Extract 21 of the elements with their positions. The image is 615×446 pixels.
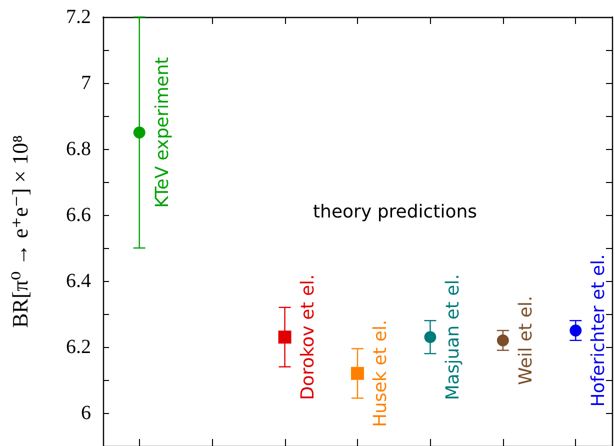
text: Dorokov et el. xyxy=(297,274,318,400)
y-tick-label: 7 xyxy=(81,72,91,94)
text: Masjuan et el. xyxy=(442,274,464,400)
point xyxy=(496,334,509,346)
point xyxy=(424,331,436,344)
y-tick-label: 6.6 xyxy=(66,204,91,226)
y-axis-title: BR[π⁰ → e⁺e⁻] × 10⁸ xyxy=(8,135,32,328)
y-tick-label: 6.4 xyxy=(66,270,91,292)
text: Weil et el. xyxy=(515,296,536,385)
point xyxy=(133,126,146,138)
y-tick-label: 6 xyxy=(81,402,91,424)
text: Husek et el. xyxy=(370,320,391,427)
y-tick-label: 7.2 xyxy=(66,6,91,28)
y-tick-label: 6.8 xyxy=(66,138,91,160)
point xyxy=(351,366,364,380)
y-tick-label: 6.2 xyxy=(66,336,91,358)
text: KTeV experiment xyxy=(152,57,173,208)
point xyxy=(278,330,292,344)
text: Hoferichter et el. xyxy=(588,254,610,407)
annotation: theory predictions xyxy=(313,202,478,222)
point xyxy=(570,324,582,336)
